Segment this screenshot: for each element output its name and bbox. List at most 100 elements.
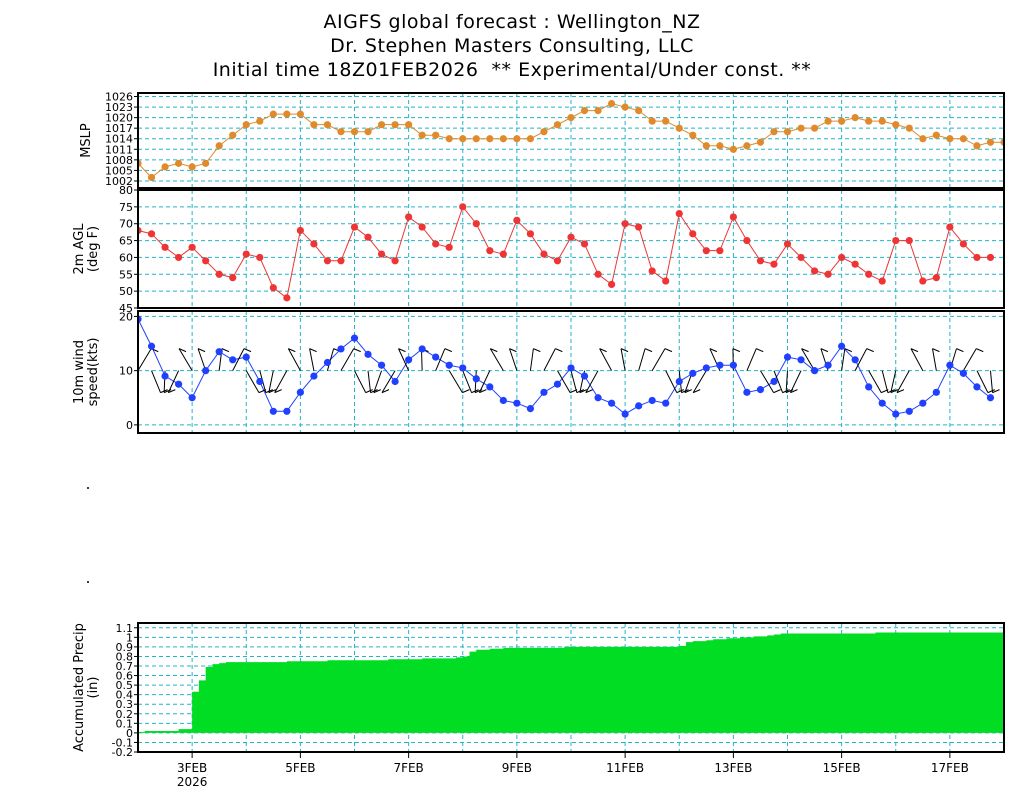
wind-barb-staff: [989, 370, 994, 393]
series-line: [138, 205, 991, 299]
data-point: [432, 131, 440, 139]
data-point: [188, 243, 196, 251]
data-point: [932, 388, 940, 396]
wind-barb-staff: [760, 370, 775, 393]
wind-barb-staff: [543, 348, 556, 371]
y-tick-label: 0.2: [116, 708, 134, 721]
y-tick-label: 1: [126, 631, 133, 644]
data-point: [567, 114, 575, 122]
y-tick-label: 1014: [105, 133, 133, 146]
wind-barb-flag: [365, 389, 373, 394]
y-axis-label: Accumulated Precip(in): [72, 623, 101, 752]
data-point: [838, 117, 846, 125]
wind-barb-staff: [854, 348, 868, 371]
data-point: [824, 361, 832, 369]
data-point: [215, 348, 223, 356]
data-point: [905, 407, 913, 415]
wind-barb-flag: [620, 348, 629, 353]
data-point: [377, 121, 386, 129]
data-point: [648, 117, 656, 125]
data-point: [161, 163, 169, 171]
wind-barb-flag: [756, 348, 764, 353]
data-point: [838, 253, 846, 262]
y-tick-label: 80: [119, 184, 133, 197]
wind-barb-flag: [178, 348, 187, 353]
data-point: [770, 260, 778, 268]
wind-barb-flag: [579, 389, 587, 394]
wind-barb-staff: [448, 370, 463, 393]
data-point: [513, 216, 521, 224]
y-tick-label: 70: [119, 218, 133, 231]
x-tick-label: 7FEB: [393, 761, 423, 775]
data-point: [702, 142, 710, 150]
data-point: [878, 277, 886, 285]
data-point: [892, 121, 900, 129]
data-point: [824, 117, 832, 125]
data-point: [391, 377, 399, 386]
y-axis-label: 2m AGL(deg F): [72, 223, 101, 275]
y-tick-label: 65: [119, 235, 133, 248]
data-point: [973, 253, 981, 262]
data-point: [675, 377, 683, 386]
y-tick-label: 0.3: [116, 698, 134, 711]
data-point: [364, 128, 372, 136]
wind-barb-staff: [790, 370, 802, 393]
y-axis-label-line: speed(kts): [86, 338, 101, 407]
data-point: [310, 240, 318, 248]
y-tick-label: 60: [119, 251, 133, 264]
x-year-label: 2026: [177, 775, 208, 789]
wind-barb-staff: [557, 370, 571, 393]
wind-barb-staff: [151, 370, 161, 393]
data-point: [499, 396, 507, 405]
data-point: [513, 399, 521, 407]
data-point: [932, 274, 940, 282]
y-tick-label: 1020: [105, 112, 133, 125]
x-tick-label: 3FEB: [177, 761, 207, 775]
panel-3: -0.2-0.100.10.20.30.40.50.60.70.80.911.1…: [72, 622, 1005, 759]
data-point: [459, 135, 467, 143]
data-point: [756, 138, 765, 146]
data-point: [635, 223, 643, 231]
x-tick-label: 11FEB: [606, 761, 644, 775]
data-point: [594, 106, 602, 115]
data-point: [783, 353, 792, 361]
data-point: [499, 250, 507, 258]
data-point: [459, 364, 467, 372]
x-tick-label: 13FEB: [714, 761, 752, 775]
data-point: [567, 233, 575, 241]
wind-barb-flag: [692, 389, 701, 394]
wind-barb-staff: [478, 370, 491, 393]
data-point: [919, 277, 927, 285]
data-point: [418, 131, 426, 139]
wind-barb-flag: [732, 348, 741, 353]
data-point: [702, 247, 710, 255]
y-tick-label: 1.1: [116, 622, 134, 635]
y-axis-label-line: Accumulated Precip: [72, 623, 87, 752]
wind-barb-flag: [684, 389, 693, 394]
data-point: [662, 399, 670, 407]
wind-barb-flag: [890, 389, 899, 394]
data-point: [607, 280, 616, 288]
stray-dot: [87, 581, 89, 583]
data-point: [905, 236, 913, 245]
y-axis-label: MSLP: [79, 123, 94, 158]
data-point: [174, 380, 183, 388]
chart-subtitle-company: Dr. Stephen Masters Consulting, LLC: [330, 35, 694, 57]
wind-barb-staff: [962, 348, 977, 371]
chart-title: AIGFS global forecast : Wellington_NZ: [323, 11, 701, 33]
y-tick-label: 1017: [105, 122, 133, 135]
data-point: [337, 257, 345, 265]
wind-barb-flag: [479, 389, 487, 394]
x-tick-label: 17FEB: [931, 761, 969, 775]
data-point: [242, 121, 250, 129]
data-point: [391, 121, 399, 129]
data-point: [865, 270, 873, 278]
wind-barb-flag: [976, 348, 984, 353]
data-point: [716, 247, 724, 255]
data-point: [743, 142, 751, 150]
data-point: [743, 236, 751, 245]
data-point: [161, 372, 169, 380]
data-point: [675, 210, 683, 218]
wind-barb-staff: [896, 370, 910, 393]
data-point: [459, 203, 467, 211]
